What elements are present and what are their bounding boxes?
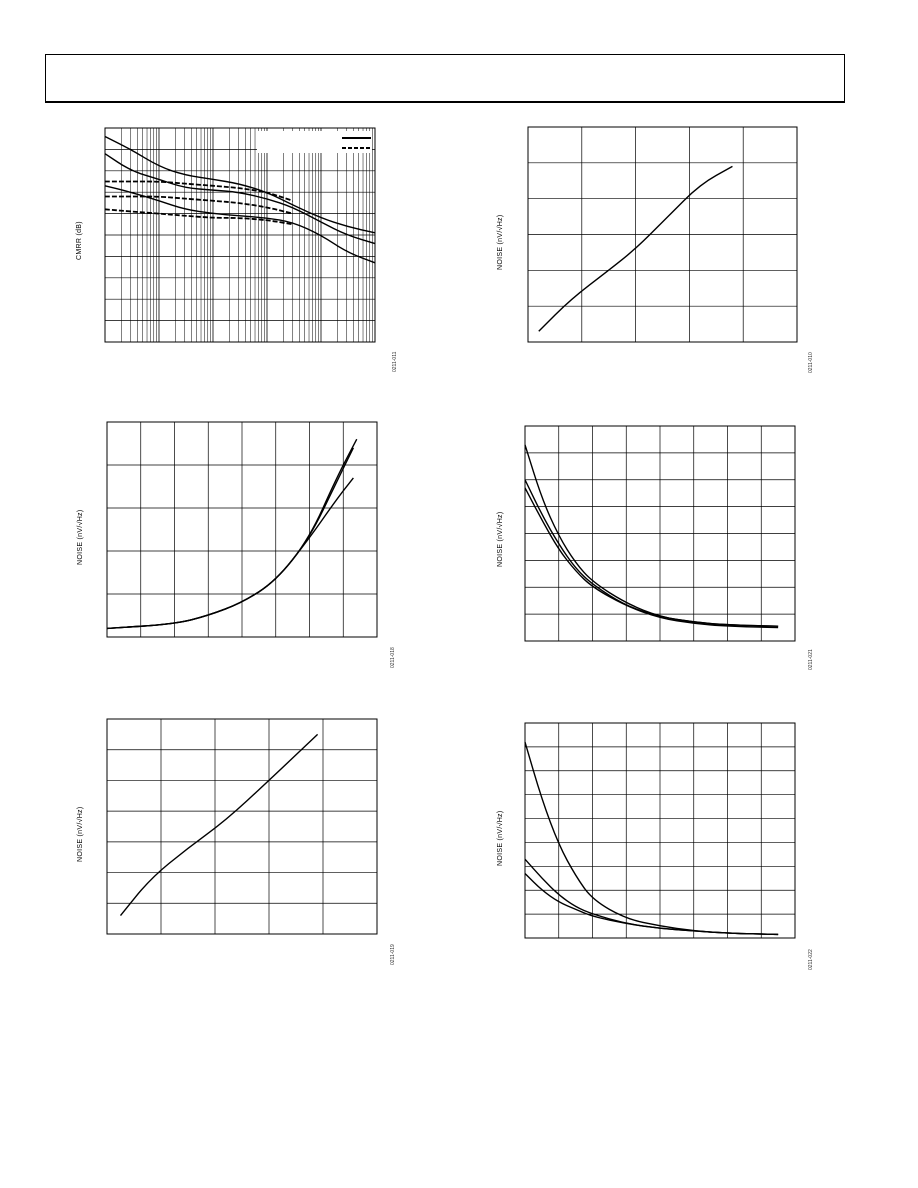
plot-frame [106,718,378,935]
noise-chart-top-right-plot [527,126,798,343]
noise-chart-top-right: NOISE (nV/√Hz) 0211-010 [480,120,820,380]
legend-background [257,131,372,153]
series-line-4 [104,180,294,202]
cmrr-chart: CMRR (dB) 0211-011 [60,120,400,380]
series-line-2 [106,447,355,630]
series-line-3 [106,477,354,630]
series-line-3 [524,487,779,629]
plot-frame [106,421,378,638]
noise-chart-bottom-right-plot [524,722,796,939]
noise-chart-middle-right-plot [524,425,796,642]
noise-chart-bottom-left: NOISE (nV/√Hz) 0211-019 [60,712,400,972]
plot-frame [104,127,376,343]
series-line-1 [104,135,376,234]
plot-frame [524,722,796,939]
series-line-1 [524,444,779,627]
series-line-1 [119,733,319,917]
plot-frame [527,126,798,343]
series-line-6 [104,208,293,226]
noise-chart-bottom-left-plot [106,718,378,935]
series-line-2 [524,858,779,936]
series-line-2 [104,153,376,245]
series-line-1 [106,438,358,630]
noise-chart-middle-left: NOISE (nV/√Hz) 0211-018 [60,415,400,675]
cmrr-chart-plot [104,127,376,343]
plot-frame [524,425,796,642]
series-line-2 [524,479,779,627]
series-line-5 [105,195,293,215]
noise-chart-middle-left-plot [106,421,378,638]
series-line-3 [524,873,779,936]
noise-chart-bottom-right: NOISE (nV/√Hz) 0211-022 [480,712,820,972]
series-line-1 [538,165,733,332]
page-header-box [45,54,845,103]
noise-chart-middle-right: NOISE (nV/√Hz) 0211-021 [480,415,820,675]
series-line-3 [104,185,376,264]
